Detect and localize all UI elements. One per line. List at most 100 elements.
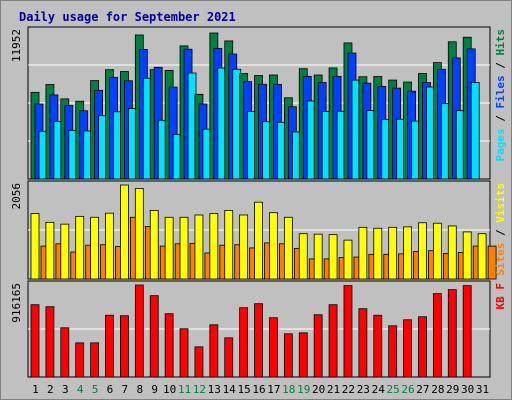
bar-visits-day-9: [149, 210, 159, 280]
x-tick-day-7: 7: [122, 383, 129, 396]
panel-hits-files-pages: 11952 Pages / Files / Hits: [10, 26, 507, 180]
x-tick-day-3: 3: [62, 383, 69, 396]
bar-kb-f-day-11: [179, 328, 189, 378]
x-tick-day-21: 21: [327, 383, 340, 396]
bar-visits-day-7: [120, 184, 129, 280]
panel-visits-sites: 2056 Sites / Visits: [10, 180, 507, 280]
x-tick-day-27: 27: [416, 383, 429, 396]
legend-entry: Sites: [494, 243, 507, 276]
legend-entry: Files: [494, 75, 507, 108]
x-tick-day-1: 1: [32, 383, 39, 396]
bar-visits-day-11: [179, 216, 189, 280]
x-tick-day-20: 20: [312, 383, 325, 396]
bar-kb-f-day-9: [149, 295, 159, 378]
x-tick-day-16: 16: [252, 383, 265, 396]
bar-visits-day-27: [418, 222, 427, 280]
bar-kb-f-day-25: [388, 325, 398, 378]
bar-kb-f-day-8: [134, 284, 144, 378]
x-tick-day-9: 9: [151, 383, 158, 396]
bar-visits-day-10: [164, 216, 174, 280]
legend-entry: /: [494, 223, 507, 243]
bar-kb-f-day-5: [90, 342, 100, 378]
x-tick-day-11: 11: [178, 383, 191, 396]
x-tick-day-24: 24: [372, 383, 386, 396]
bar-kb-f-day-19: [298, 332, 308, 378]
bar-visits-day-13: [209, 213, 219, 280]
bar-visits-day-25: [388, 226, 398, 280]
bar-kb-f-day-7: [120, 315, 129, 378]
bar-visits-day-14: [224, 210, 234, 280]
x-tick-day-6: 6: [107, 383, 114, 396]
bar-visits-day-22: [343, 239, 353, 280]
bar-kb-f-day-13: [209, 324, 219, 378]
bar-kb-f-day-17: [269, 317, 278, 378]
y-tick-label: 2056: [10, 183, 23, 210]
x-tick-day-19: 19: [297, 383, 310, 396]
x-tick-day-18: 18: [282, 383, 295, 396]
x-tick-day-17: 17: [267, 383, 280, 396]
x-tick-day-28: 28: [431, 383, 444, 396]
x-tick-day-2: 2: [47, 383, 54, 396]
x-tick-day-15: 15: [237, 383, 250, 396]
x-tick-day-13: 13: [208, 383, 221, 396]
bar-visits-day-23: [358, 226, 368, 280]
y-tick-label: 11952: [10, 29, 23, 62]
bar-visits-day-19: [298, 233, 308, 280]
bar-visits-day-28: [432, 222, 442, 280]
bar-kb-f-day-12: [194, 346, 204, 378]
bar-visits-day-1: [30, 213, 40, 280]
x-tick-day-23: 23: [357, 383, 370, 396]
bar-visits-day-6: [105, 212, 114, 280]
bar-kb-f-day-28: [432, 293, 442, 378]
x-tick-day-12: 12: [193, 383, 206, 396]
bar-kb-f-day-29: [447, 289, 457, 378]
bar-visits-day-31: [477, 233, 487, 280]
bar-visits-day-24: [373, 227, 383, 280]
bar-visits-day-29: [447, 225, 457, 280]
bar-visits-day-3: [60, 223, 70, 280]
bar-kb-f-day-26: [403, 319, 412, 378]
bar-kb-f-day-20: [313, 314, 323, 378]
bar-kb-f-day-4: [75, 342, 85, 378]
bar-kb-f-day-22: [343, 285, 353, 378]
x-tick-day-29: 29: [446, 383, 459, 396]
bar-kb-f-day-21: [328, 304, 338, 378]
bar-kb-f-day-1: [30, 304, 40, 378]
bar-visits-day-26: [403, 226, 412, 280]
bar-visits-day-17: [269, 212, 278, 280]
bar-kb-f-day-30: [462, 285, 472, 378]
bar-kb-f-day-10: [164, 313, 174, 378]
bar-visits-day-20: [313, 233, 323, 280]
panel-legend: Sites / Visits: [494, 183, 507, 276]
x-tick-day-10: 10: [163, 383, 176, 396]
panel-kbf: 916165 KB F: [10, 280, 507, 378]
legend-entry: /: [494, 56, 507, 76]
legend-entry: Pages: [494, 128, 507, 161]
x-axis: 1 2 3 4 5 6 7 8 9 10 11 12 13 14 15 16 17 18 19 20 21 22 23 24 2…: [32, 383, 489, 396]
bar-visits-day-12: [194, 214, 204, 280]
bar-kb-f-day-2: [45, 306, 55, 378]
chart-title: Daily usage for September 2021: [19, 10, 236, 24]
bar-kb-f-day-23: [358, 308, 368, 378]
x-tick-day-4: 4: [77, 383, 84, 396]
bar-kb-f-day-3: [60, 327, 70, 378]
bar-kb-f-day-27: [418, 316, 427, 378]
x-tick-day-8: 8: [136, 383, 143, 396]
bar-visits-day-30: [462, 231, 472, 280]
panel-legend: KB F: [494, 283, 507, 310]
bar-visits-day-21: [328, 234, 338, 280]
legend-entry: Visits: [494, 183, 507, 223]
bar-kb-f-day-15: [239, 307, 249, 378]
x-tick-day-22: 22: [342, 383, 355, 396]
bar-kb-f-day-16: [254, 303, 263, 378]
bar-kb-f-day-18: [283, 333, 293, 378]
x-tick-day-31: 31: [476, 383, 489, 396]
bar-visits-day-2: [45, 221, 55, 280]
x-tick-day-30: 30: [461, 383, 474, 396]
x-tick-day-5: 5: [92, 383, 99, 396]
bar-visits-day-16: [254, 201, 263, 280]
bar-visits-day-15: [239, 214, 249, 280]
bar-visits-day-4: [75, 215, 85, 280]
